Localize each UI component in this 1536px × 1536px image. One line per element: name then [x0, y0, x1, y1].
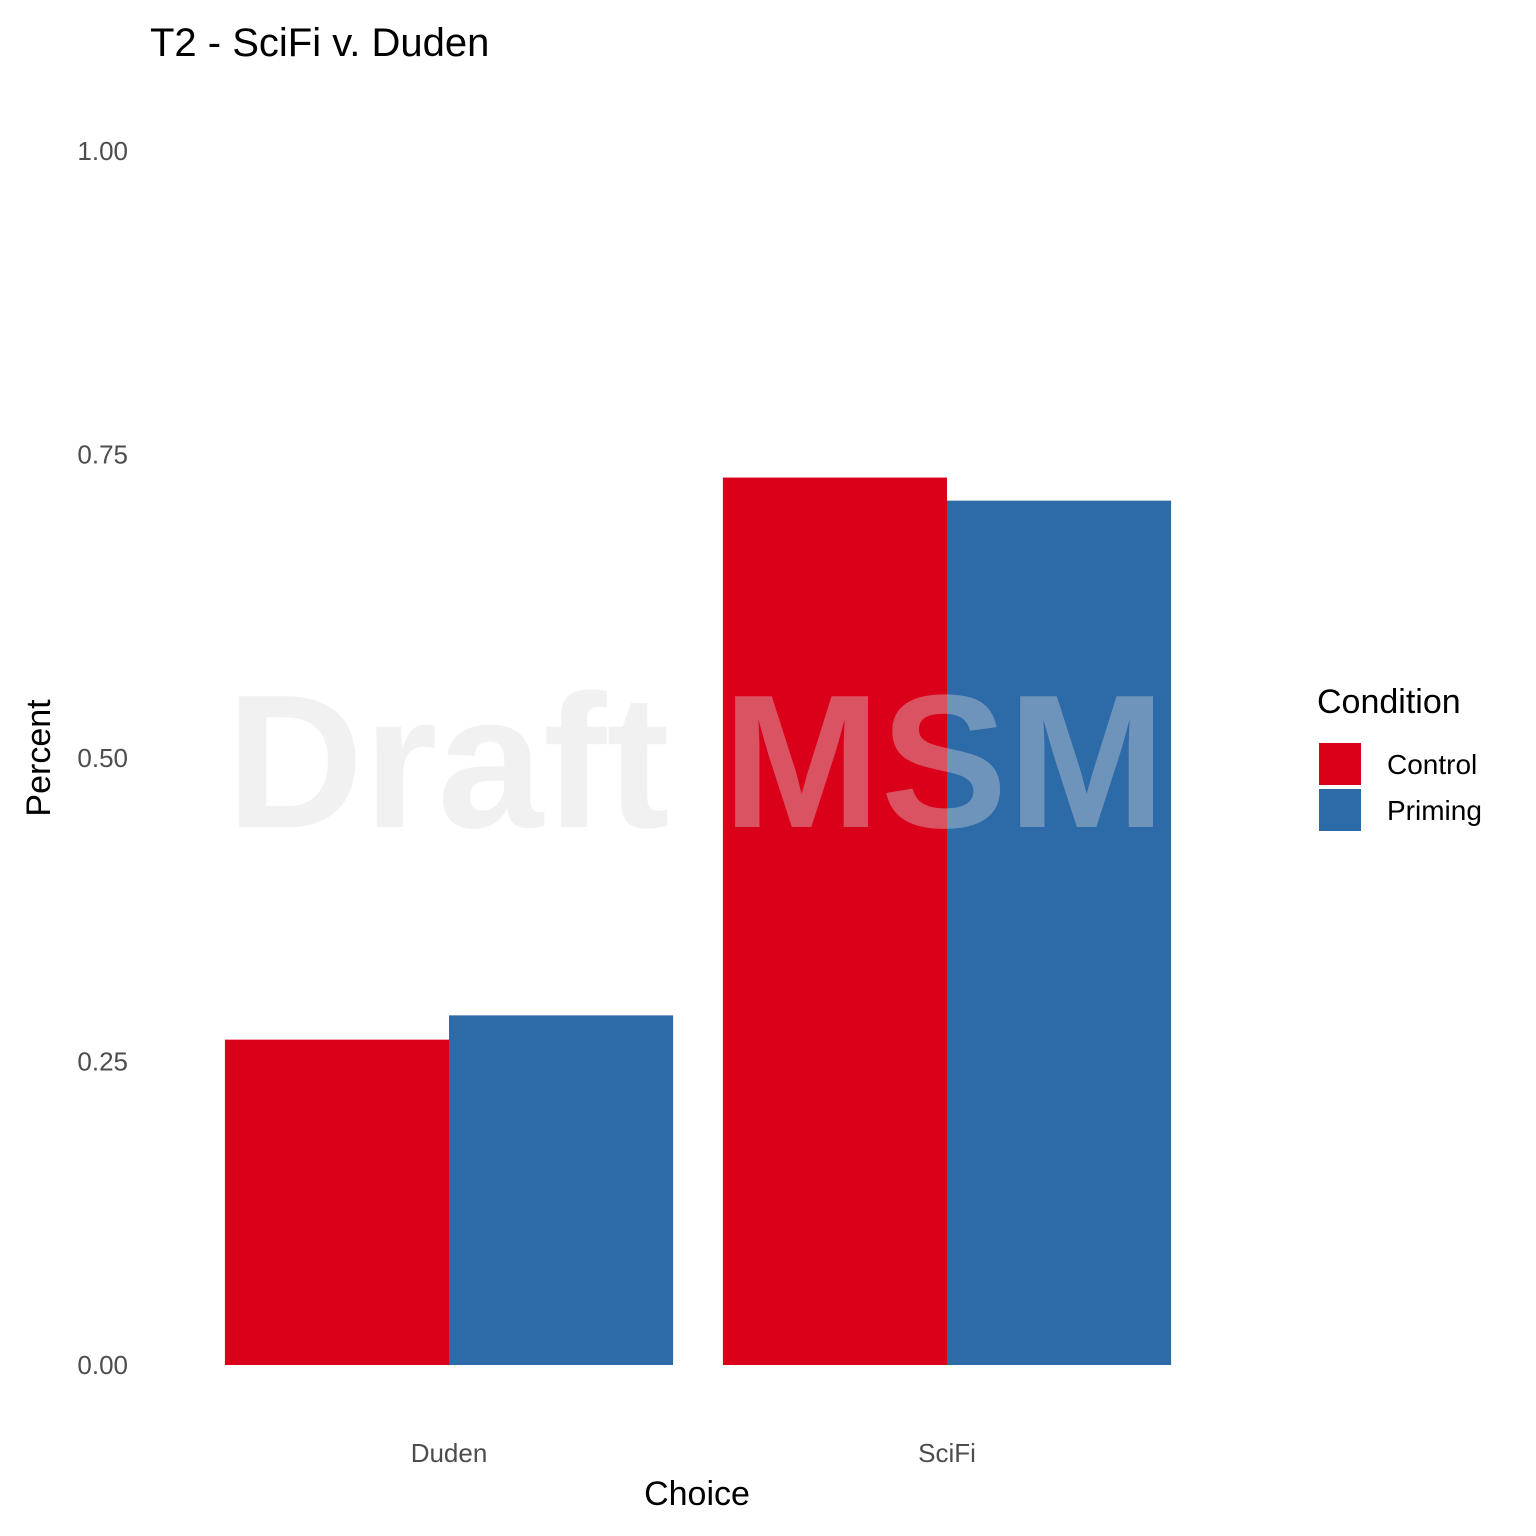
legend-items: Control Priming	[1319, 743, 1482, 831]
legend: Condition Control Priming	[1317, 683, 1482, 831]
y-tick-label: 1.00	[77, 136, 128, 166]
y-axis-ticks: 0.00 0.25 0.50 0.75 1.00	[77, 136, 128, 1380]
bar-priming-scifi	[947, 500, 1172, 1366]
y-tick-label: 0.25	[77, 1047, 128, 1077]
y-tick-label: 0.75	[77, 440, 128, 470]
x-axis-ticks: Duden SciFi	[411, 1438, 976, 1468]
legend-label-control: Control	[1387, 749, 1477, 780]
y-axis-title: Percent	[20, 699, 58, 817]
bar-control-scifi	[722, 477, 947, 1365]
legend-swatch-control	[1319, 743, 1361, 785]
watermark: Draft MSM	[226, 656, 1165, 868]
legend-swatch-priming	[1319, 789, 1361, 831]
bars-group	[224, 477, 1172, 1366]
bar-control-duden	[224, 1039, 449, 1365]
y-tick-label: 0.50	[77, 743, 128, 773]
legend-label-priming: Priming	[1387, 795, 1482, 826]
chart-title: T2 - SciFi v. Duden	[150, 21, 489, 65]
x-axis-title: Choice	[644, 1475, 750, 1513]
x-tick-label: SciFi	[918, 1438, 976, 1468]
y-tick-label: 0.00	[77, 1350, 128, 1380]
x-tick-label: Duden	[411, 1438, 488, 1468]
bar-priming-duden	[449, 1015, 674, 1365]
legend-title: Condition	[1317, 683, 1461, 721]
